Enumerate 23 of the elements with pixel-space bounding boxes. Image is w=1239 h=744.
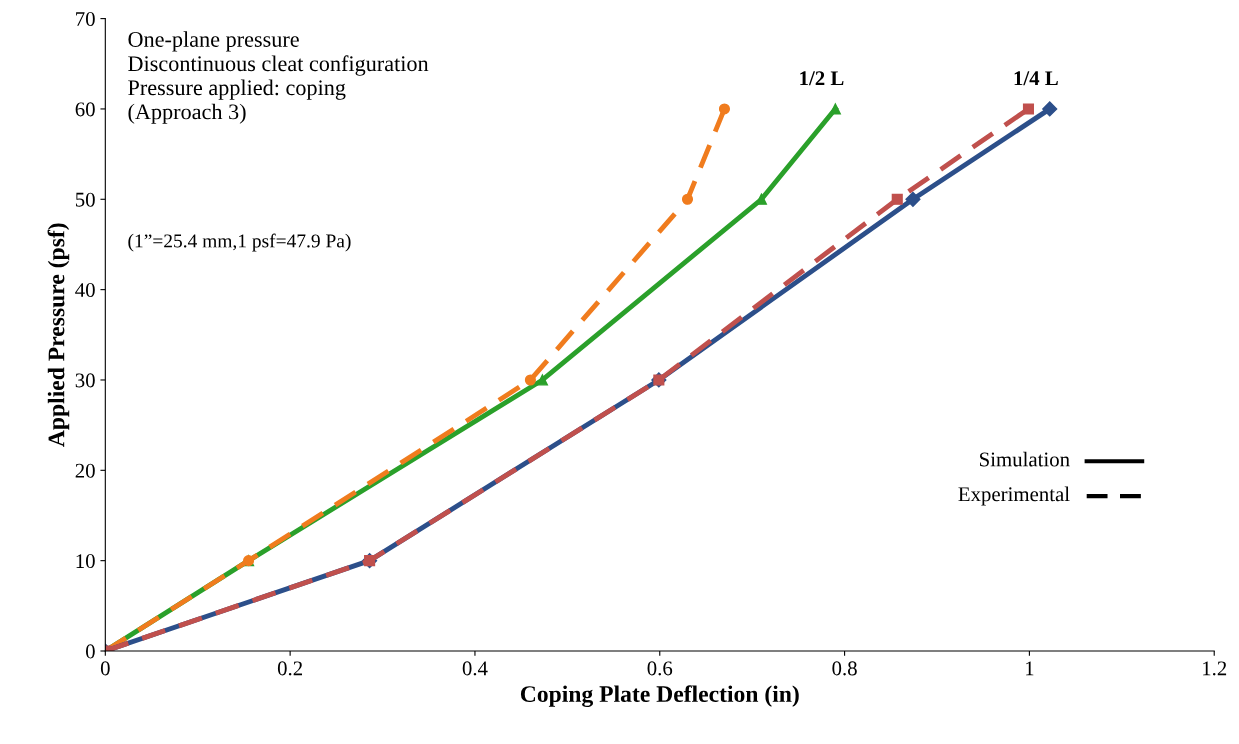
x-tick-label: 1: [1026, 661, 1034, 676]
x-tick-label: 0.6: [647, 661, 673, 676]
annotation: 1/4 L: [1014, 71, 1058, 86]
y-tick-label: 40: [75, 283, 95, 298]
y-tick-label: 70: [76, 11, 95, 27]
annotation: Simulation: [980, 451, 1070, 467]
x-tick-label: 0.2: [277, 661, 302, 676]
annotation: (1”=25.4 mm,1 psf=47.9 Pa): [128, 233, 351, 252]
y-tick-label: 30: [75, 373, 95, 388]
x-tick-label: 0: [100, 661, 110, 676]
y-tick-label: 50: [75, 192, 95, 207]
y-tick-label: 60: [75, 102, 95, 117]
x-tick-label: 0.4: [462, 661, 488, 676]
y-tick-label: 0: [85, 644, 95, 659]
annotation: 1/2 L: [800, 71, 844, 86]
y-tick-label: 20: [75, 463, 95, 478]
y-tick-label: 10: [76, 554, 95, 569]
x-tick-label: 0.8: [832, 661, 857, 676]
annotation: Experimental: [958, 486, 1070, 506]
x-axis-title: Coping Plate Deflection (in): [520, 685, 799, 708]
x-tick-label: 1.2: [1203, 661, 1227, 676]
annotation: One-plane pressure Discontinuous cleat configuration Pressure applied: coping (Approach 3): [128, 31, 429, 124]
y-axis-title: Applied Pressure (psf): [47, 223, 70, 447]
